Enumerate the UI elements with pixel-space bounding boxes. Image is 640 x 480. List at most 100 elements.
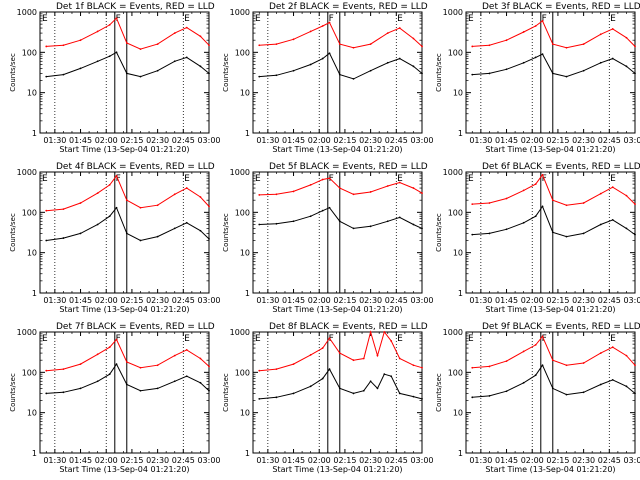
data-point: [321, 377, 324, 380]
x-axis-label: Start Time (13-Sep-04 01:21:20): [272, 465, 402, 474]
y-tick-label: 100: [235, 48, 250, 57]
data-point: [352, 193, 355, 196]
data-point: [125, 42, 128, 44]
data-point: [45, 45, 48, 48]
data-point: [488, 395, 491, 397]
data-point: [421, 397, 423, 400]
x-axis-label: Start Time (13-Sep-04 01:21:20): [485, 145, 615, 154]
interval-marker: F: [116, 334, 121, 344]
data-point: [199, 65, 202, 68]
interval-marker: E: [468, 14, 474, 24]
data-point: [199, 381, 202, 384]
x-tick-label: 01:45: [495, 296, 518, 305]
data-point: [115, 206, 118, 209]
data-point: [505, 197, 508, 200]
data-point: [471, 396, 474, 399]
data-point: [369, 191, 372, 193]
data-point: [534, 183, 537, 186]
data-point: [541, 53, 544, 56]
y-tick-label: 10: [27, 89, 37, 98]
data-point: [108, 373, 111, 376]
y-tick-label: 1: [245, 289, 250, 298]
plot-frame: [252, 11, 423, 134]
data-point: [398, 357, 401, 360]
data-point: [125, 72, 128, 75]
x-tick-label: 02:00: [95, 456, 118, 465]
x-tick-label: 02:45: [598, 456, 621, 465]
data-point: [599, 383, 602, 386]
y-tick-label: 10: [27, 249, 37, 258]
data-point: [208, 365, 210, 368]
data-point: [185, 348, 188, 351]
x-tick-label: 02:30: [146, 456, 169, 465]
data-point: [45, 369, 48, 372]
x-tick-label: 01:45: [495, 456, 518, 465]
y-tick-label: 10: [453, 89, 463, 98]
detector-panel-4: Det 4f BLACK = Events, RED = LLD 1 10 100 10…: [9, 162, 221, 314]
panel-title: Det 1f BLACK = Events, RED = LLD: [56, 2, 215, 12]
data-point: [108, 23, 111, 26]
interval-marker: F: [116, 14, 121, 24]
x-tick-label: 01:30: [256, 296, 279, 305]
panel-title: Det 3f BLACK = Events, RED = LLD: [482, 2, 640, 12]
data-point: [185, 56, 188, 59]
data-point: [139, 48, 142, 51]
data-point: [62, 73, 65, 76]
lld-series-line: [472, 20, 636, 49]
interval-marker: E: [397, 174, 403, 184]
panel-title: Det 7f BLACK = Events, RED = LLD: [56, 322, 215, 332]
interval-marker: E: [184, 14, 190, 24]
data-point: [185, 375, 188, 378]
x-tick-label: 01:30: [256, 456, 279, 465]
y-axis-label: Counts/sec: [9, 53, 17, 92]
x-tick-label: 02:30: [359, 456, 382, 465]
y-tick-label: 1000: [230, 168, 250, 177]
y-axis-label: Counts/sec: [222, 213, 230, 252]
data-point: [275, 43, 278, 46]
data-point: [412, 364, 415, 367]
x-tick-label: 01:45: [69, 456, 92, 465]
data-point: [115, 175, 118, 177]
data-point: [398, 57, 401, 60]
data-point: [309, 215, 312, 218]
data-point: [173, 227, 176, 230]
x-tick-label: 01:45: [69, 296, 92, 305]
data-point: [534, 343, 537, 346]
data-point: [108, 346, 111, 349]
y-tick-label: 1000: [17, 168, 37, 177]
data-point: [79, 202, 82, 204]
x-tick-label: 02:30: [359, 296, 382, 305]
data-point: [488, 72, 491, 75]
data-point: [398, 216, 401, 219]
data-point: [390, 375, 393, 378]
data-point: [352, 359, 355, 362]
data-point: [551, 43, 554, 46]
y-axis-label: Counts/sec: [9, 213, 17, 252]
x-tick-label: 02:00: [521, 136, 544, 145]
data-point: [634, 233, 636, 236]
detector-panel-3: Det 3f BLACK = Events, RED = LLD 1 10 100 10…: [435, 2, 640, 154]
y-tick-label: 10: [240, 249, 250, 258]
interval-marker: E: [397, 334, 403, 344]
data-point: [412, 37, 415, 40]
x-tick-label: 02:15: [546, 456, 569, 465]
x-tick-label: 01:45: [282, 456, 305, 465]
data-point: [582, 43, 585, 46]
data-point: [421, 45, 423, 48]
data-point: [565, 393, 568, 396]
x-tick-label: 02:45: [172, 136, 195, 145]
data-point: [611, 218, 614, 221]
interval-marker: E: [397, 14, 403, 24]
data-point: [338, 387, 341, 390]
data-point: [208, 237, 210, 240]
x-axis-label: Start Time (13-Sep-04 01:21:20): [59, 305, 189, 314]
y-tick-label: 1000: [230, 328, 250, 337]
y-tick-label: 1000: [17, 8, 37, 17]
data-point: [328, 177, 331, 180]
x-tick-label: 01:30: [43, 296, 66, 305]
data-point: [96, 30, 99, 33]
y-tick-label: 1: [458, 449, 463, 458]
x-tick-label: 02:00: [521, 456, 544, 465]
data-point: [309, 354, 312, 356]
data-point: [292, 69, 295, 72]
